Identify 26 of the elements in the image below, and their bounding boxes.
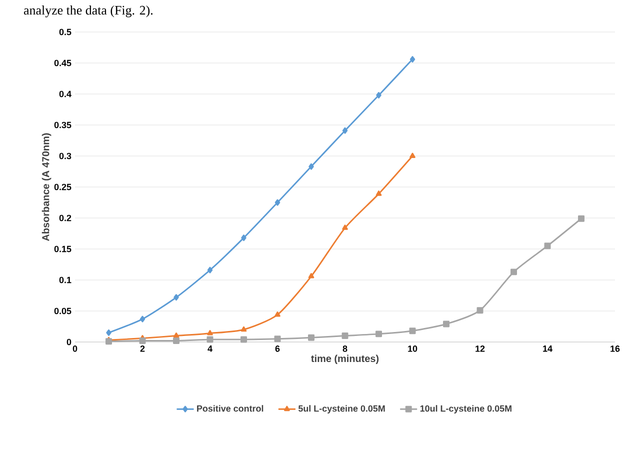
y-tick-label: 0.3	[59, 152, 72, 160]
y-tick-label: 0.45	[54, 60, 72, 66]
y-tick-label: 0.25	[54, 184, 72, 190]
x-axis-title: time (minutes)	[311, 354, 379, 364]
x-tick-label: 2	[140, 346, 145, 352]
legend-label: Positive control	[197, 405, 264, 412]
x-tick-label: 6	[275, 346, 280, 352]
y-tick-label: 0.15	[54, 246, 72, 252]
y-tick-label: 0.1	[59, 276, 72, 284]
x-tick-label: 12	[476, 346, 485, 352]
legend-label: 5ul L-cysteine 0.05M	[298, 405, 385, 414]
x-tick-label: 10	[408, 346, 418, 352]
x-tick-label: 4	[208, 346, 212, 352]
y-tick-label: 0	[66, 338, 72, 346]
y-tick-label: 0.4	[59, 90, 72, 98]
y-tick-label: 0.35	[54, 122, 72, 128]
text: analyze the data (Fig. 2).	[24, 6, 153, 18]
y-axis-title: Absorbance (A 470nm)	[42, 133, 52, 242]
x-tick-label: 0	[72, 346, 78, 352]
y-tick-label: 0.2	[59, 214, 72, 222]
y-tick-label: 0.05	[54, 308, 72, 314]
x-tick-label: 16	[610, 346, 620, 352]
y-tick-label: 0.5	[59, 28, 72, 36]
x-tick-label: 14	[543, 346, 552, 352]
x-tick-label: 8	[342, 346, 348, 352]
legend-label: 10ul L-cysteine 0.05M	[420, 405, 512, 414]
